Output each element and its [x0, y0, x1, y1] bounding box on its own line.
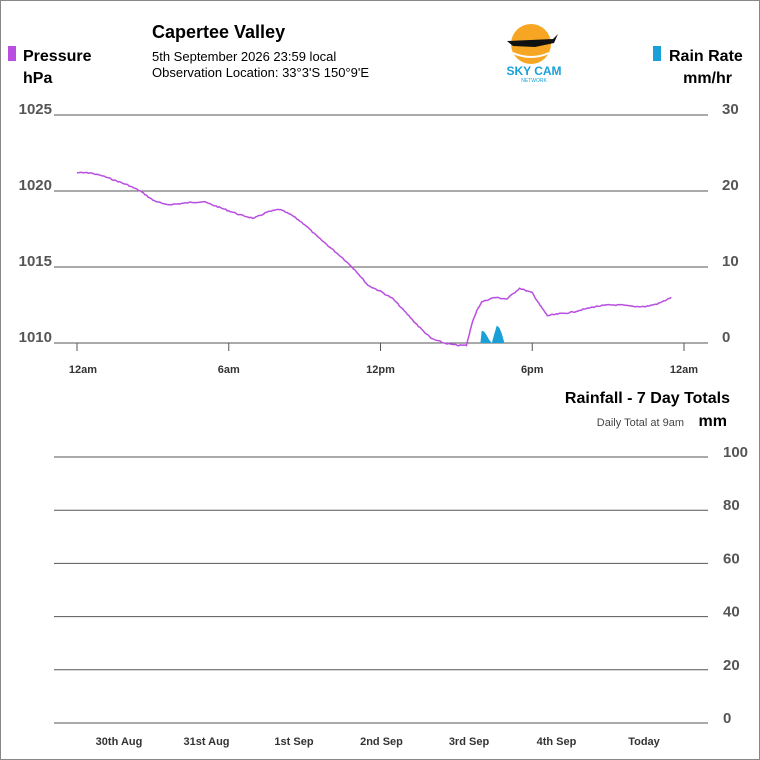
pressure-tick-label: 1025	[19, 101, 52, 118]
rainfall-day-label: Today	[628, 736, 660, 748]
rainfall-tick-label: 60	[723, 550, 740, 567]
rain-rate-tick-label: 0	[722, 329, 730, 346]
rain-rate-series-area	[480, 325, 505, 343]
rainfall-day-label: 31st Aug	[183, 736, 229, 748]
rainfall-day-label: 3rd Sep	[449, 736, 490, 748]
rainfall-tick-label: 20	[723, 657, 740, 674]
pressure-unit-label: hPa	[23, 70, 52, 87]
pressure-legend-swatch	[8, 46, 16, 61]
rainfall-day-label: 1st Sep	[274, 736, 313, 748]
time-axis-label: 6pm	[521, 364, 544, 376]
rain-rate-tick-label: 20	[722, 177, 739, 194]
pressure-series-line	[76, 171, 672, 347]
rainfall-tick-label: 40	[723, 604, 740, 621]
rainfall-day-label: 2nd Sep	[360, 736, 403, 748]
rain-rate-legend-swatch	[653, 46, 661, 61]
time-axis-label: 12pm	[366, 364, 395, 376]
rain-rate-tick-label: 10	[722, 253, 739, 270]
pressure-legend-label: Pressure	[23, 48, 92, 65]
pressure-tick-label: 1020	[19, 177, 52, 194]
rain-rate-legend-label: Rain Rate	[669, 48, 743, 65]
time-axis-label: 6am	[218, 364, 240, 376]
rainfall-tick-label: 100	[723, 444, 748, 461]
pressure-tick-label: 1010	[19, 329, 52, 346]
pressure-tick-label: 1015	[19, 253, 52, 270]
rainfall-day-label: 30th Aug	[96, 736, 143, 748]
time-axis-label: 12am	[670, 364, 698, 376]
logo-subtext: NETWORK	[521, 78, 547, 84]
date-line: 5th September 2026 23:59 local	[152, 49, 336, 64]
rainfall-chart-title: Rainfall - 7 Day Totals	[565, 390, 730, 407]
chart-title: Capertee Valley	[152, 22, 285, 42]
plane-icon	[507, 34, 558, 47]
rain-rate-unit-label: mm/hr	[683, 70, 732, 87]
rainfall-tick-label: 80	[723, 497, 740, 514]
rainfall-tick-label: 0	[723, 710, 731, 727]
location-line: Observation Location: 33°3'S 150°9'E	[152, 65, 369, 80]
rainfall-day-label: 4th Sep	[537, 736, 577, 748]
sky-cam-logo: SKY CAM NETWORK	[506, 24, 562, 84]
rainfall-chart-subtitle: Daily Total at 9am	[597, 417, 684, 429]
time-axis-label: 12am	[69, 364, 97, 376]
logo-text: SKY CAM	[506, 64, 561, 78]
rainfall-unit-label: mm	[699, 413, 727, 430]
rain-rate-tick-label: 30	[722, 101, 739, 118]
